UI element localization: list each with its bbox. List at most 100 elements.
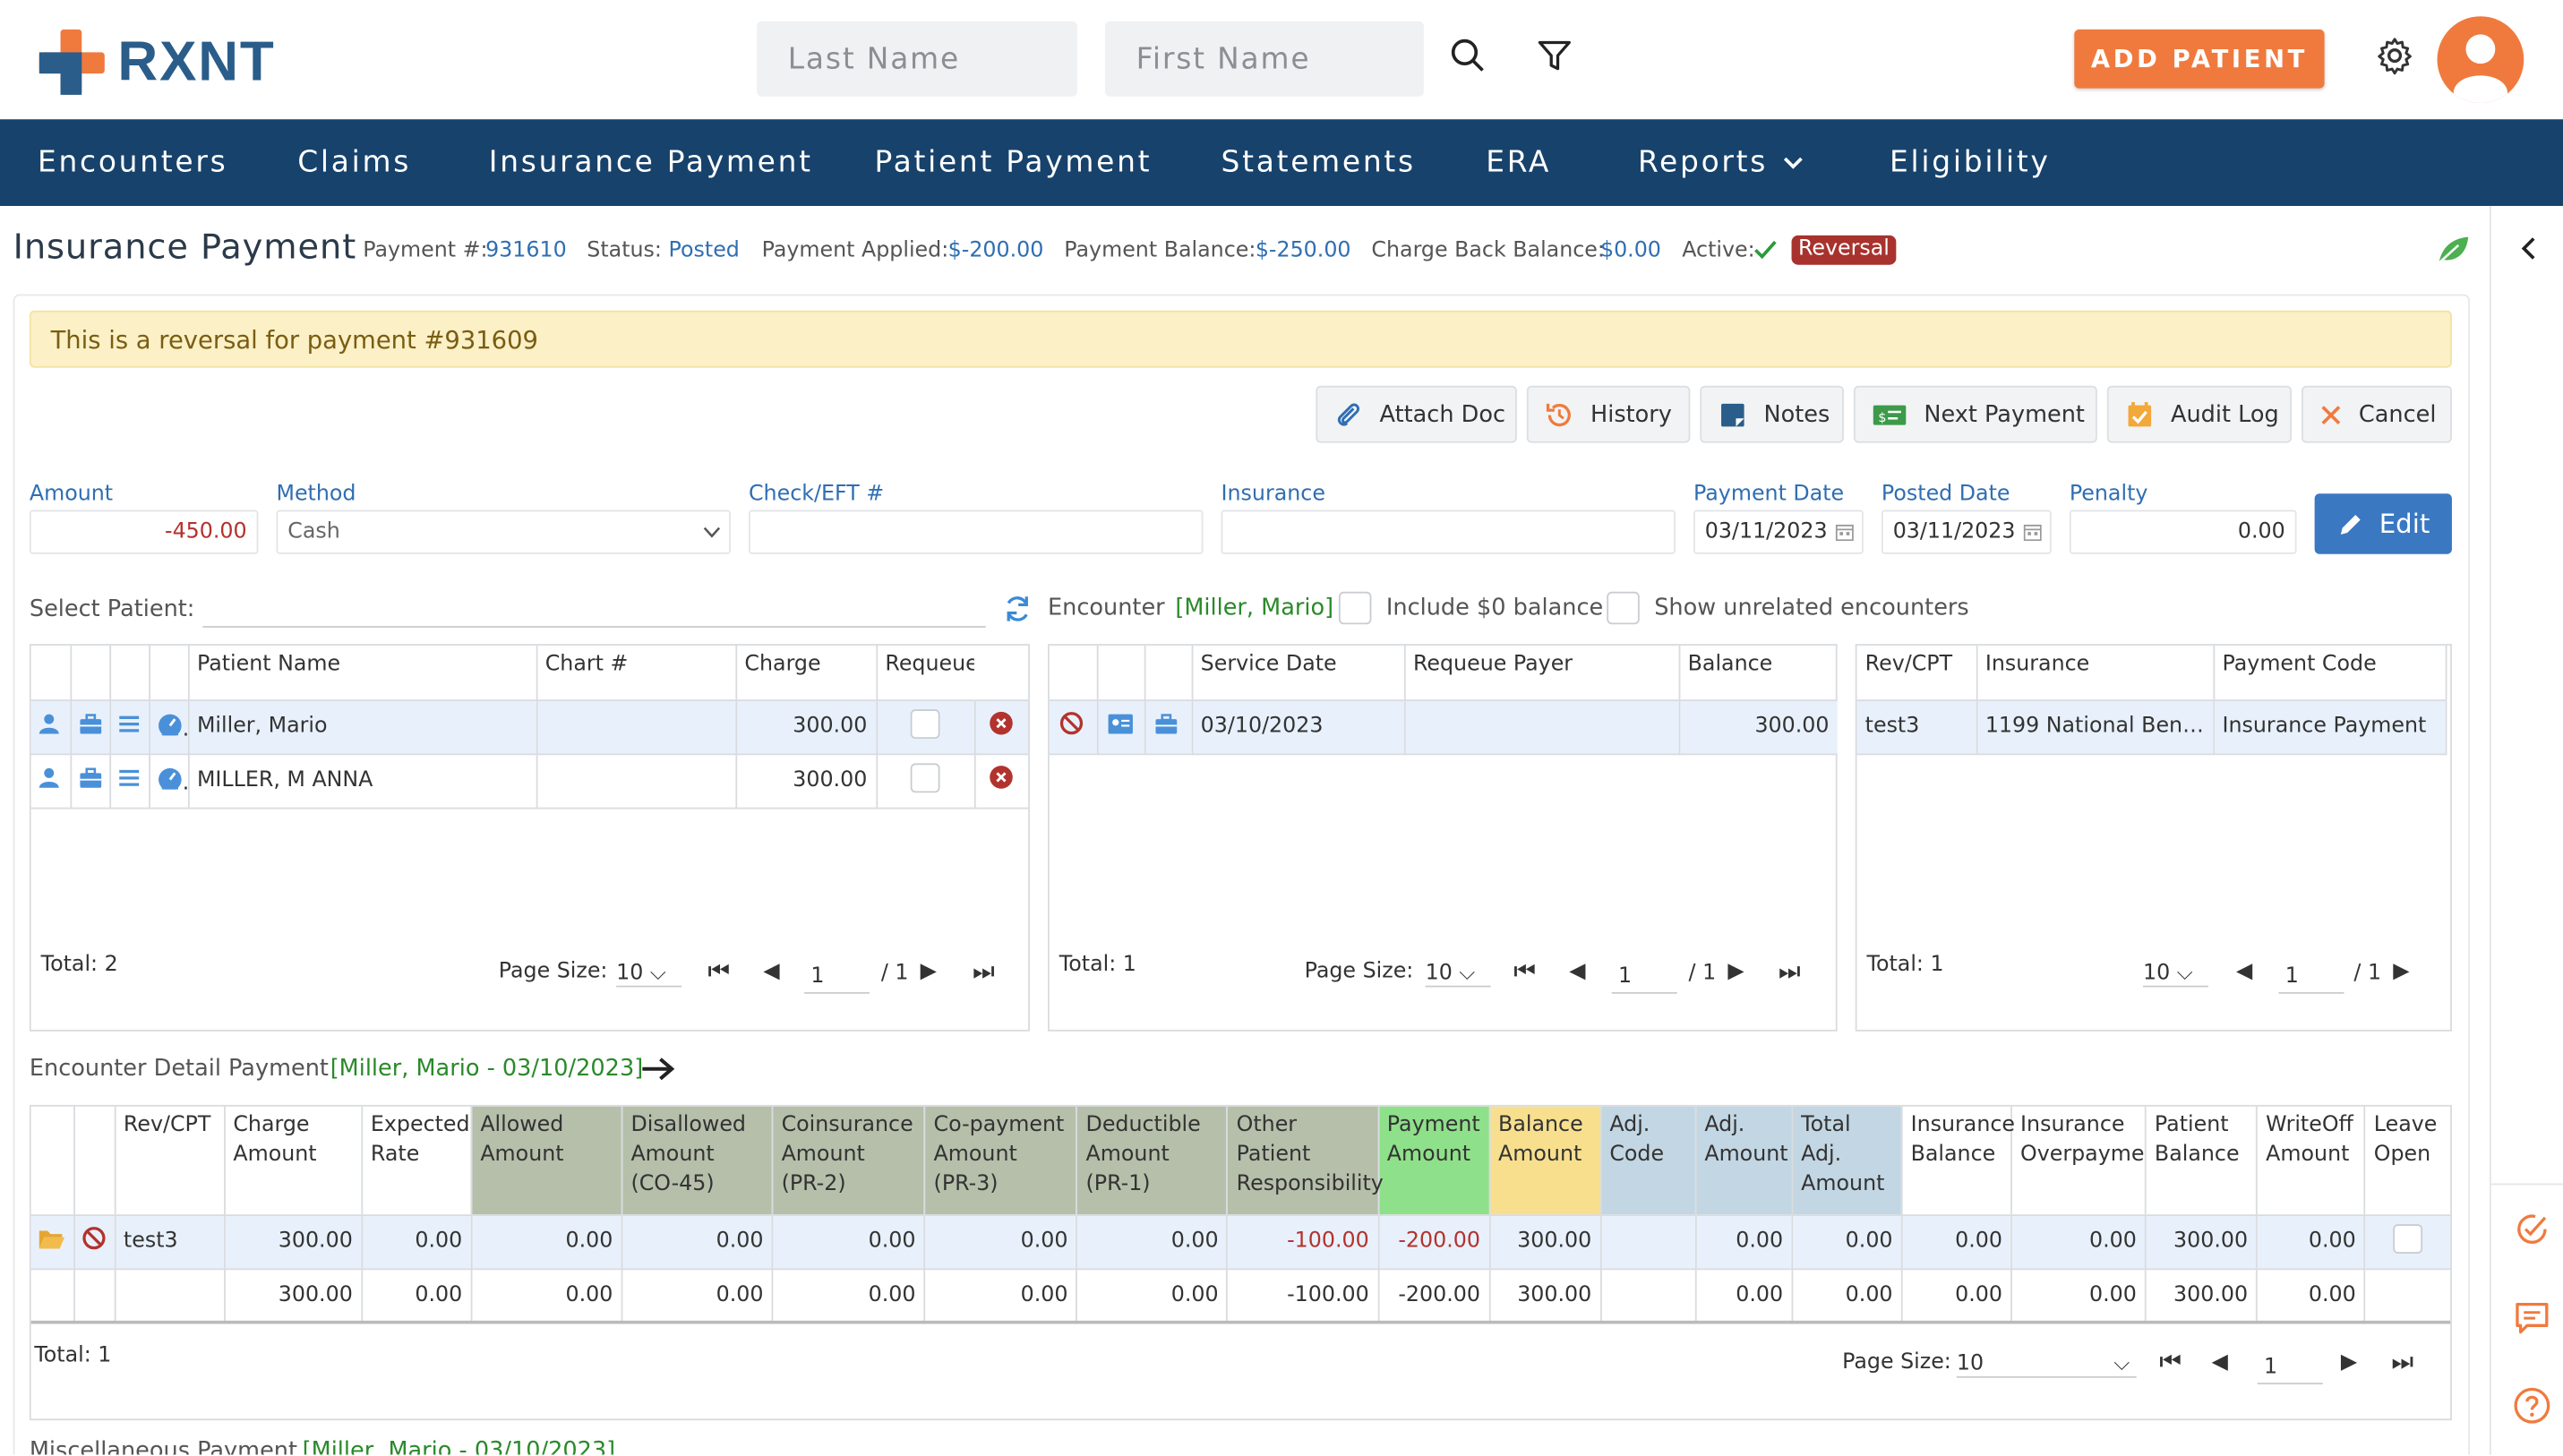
- prev-page-icon[interactable]: ◀: [2236, 959, 2253, 984]
- next-page-icon[interactable]: ▶: [2340, 1349, 2358, 1375]
- reports-chevron-down-icon[interactable]: [1782, 152, 1805, 176]
- detail-page-size-select[interactable]: 10 ⌵: [1956, 1352, 2137, 1378]
- add-patient-button[interactable]: ADD PATIENT: [2074, 29, 2325, 89]
- table-row[interactable]: 03/10/2023 300.00: [1049, 699, 1838, 755]
- include-zero-checkbox[interactable]: [1338, 591, 1372, 625]
- insurance-input[interactable]: [1221, 510, 1676, 554]
- leave-open-checkbox[interactable]: [2393, 1223, 2423, 1254]
- col-charge[interactable]: Charge: [735, 645, 878, 701]
- last-page-icon[interactable]: ⏭: [1778, 955, 1801, 986]
- settings-gear-icon[interactable]: [2375, 36, 2414, 75]
- show-unrelated-checkbox[interactable]: [1607, 591, 1640, 625]
- search-icon[interactable]: [1450, 38, 1486, 73]
- col-requeue-payer[interactable]: Requeue Payer: [1403, 645, 1680, 701]
- dashboard-gauge-icon[interactable]: [156, 766, 182, 791]
- person-icon[interactable]: [38, 712, 61, 735]
- filter-icon[interactable]: [1537, 38, 1573, 73]
- remove-x-circle-icon[interactable]: [988, 765, 1012, 789]
- list-icon[interactable]: [117, 766, 141, 789]
- prev-page-icon[interactable]: ◀: [763, 959, 780, 984]
- nav-statements[interactable]: Statements: [1221, 145, 1416, 180]
- col-patient-balance[interactable]: Patient Balance: [2145, 1106, 2259, 1216]
- block-icon[interactable]: [1059, 711, 1084, 735]
- dashboard-gauge-icon[interactable]: [156, 712, 182, 737]
- detail-other-patient-responsibility[interactable]: -100.00: [1227, 1214, 1379, 1270]
- patients-page-input[interactable]: 1: [804, 961, 870, 994]
- first-page-icon[interactable]: ⏮: [707, 955, 731, 986]
- notes-button[interactable]: Notes: [1700, 385, 1844, 443]
- col-disallowed-amount[interactable]: Disallowed Amount (CO-45): [621, 1106, 774, 1216]
- col-adj-amount[interactable]: Adj. Amount: [1695, 1106, 1794, 1216]
- briefcase-icon[interactable]: [1153, 712, 1178, 735]
- nav-claims[interactable]: Claims: [297, 145, 412, 180]
- revcpt-page-input[interactable]: 1: [2278, 961, 2344, 994]
- folder-open-icon[interactable]: [38, 1227, 65, 1250]
- col-leave-open[interactable]: Leave Open: [2364, 1106, 2451, 1216]
- briefcase-icon[interactable]: [78, 766, 102, 789]
- detail-copayment-amount[interactable]: 0.00: [924, 1214, 1078, 1270]
- col-charge-amount[interactable]: Charge Amount: [224, 1106, 363, 1216]
- list-icon[interactable]: [117, 712, 141, 735]
- refresh-icon[interactable]: [1002, 594, 1033, 625]
- col-balance-amount[interactable]: Balance Amount: [1489, 1106, 1602, 1216]
- cancel-button[interactable]: Cancel: [2302, 385, 2452, 443]
- detail-allowed-amount[interactable]: 0.00: [471, 1214, 623, 1270]
- nav-eligibility[interactable]: Eligibility: [1890, 145, 2051, 180]
- id-card-icon[interactable]: [1106, 712, 1134, 735]
- last-page-icon[interactable]: ⏭: [2391, 1347, 2414, 1376]
- col-insurance[interactable]: Insurance: [1976, 645, 2215, 701]
- col-other-patient-responsibility[interactable]: Other Patient Responsibility: [1227, 1106, 1384, 1216]
- briefcase-icon[interactable]: [78, 712, 102, 735]
- block-icon[interactable]: [81, 1226, 105, 1250]
- nav-patient-payment[interactable]: Patient Payment: [874, 145, 1153, 180]
- table-row[interactable]: Miller, Mario 300.00: [30, 699, 1029, 755]
- detail-disallowed-amount[interactable]: 0.00: [621, 1214, 774, 1270]
- detail-payment-amount[interactable]: -200.00: [1377, 1214, 1490, 1270]
- col-patient-name[interactable]: Patient Name: [187, 645, 537, 701]
- person-icon[interactable]: [38, 766, 61, 789]
- col-balance[interactable]: Balance: [1678, 645, 1838, 701]
- col-total-adj-amount[interactable]: Total Adj. Amount: [1792, 1106, 1903, 1216]
- method-select[interactable]: Cash: [276, 510, 731, 554]
- col-payment-code[interactable]: Payment Code: [2213, 645, 2447, 701]
- penalty-input[interactable]: 0.00: [2069, 510, 2297, 554]
- nav-encounters[interactable]: Encounters: [37, 145, 228, 180]
- nav-era[interactable]: ERA: [1486, 145, 1552, 180]
- col-allowed-amount[interactable]: Allowed Amount: [471, 1106, 623, 1216]
- payment-date-calendar-icon[interactable]: [1835, 523, 1854, 542]
- detail-adj-code[interactable]: [1600, 1214, 1697, 1270]
- rxnt-logo[interactable]: RXNT: [39, 26, 285, 98]
- next-page-icon[interactable]: ▶: [2393, 959, 2410, 984]
- next-page-icon[interactable]: ▶: [1727, 959, 1744, 984]
- detail-page-input[interactable]: 1: [2257, 1352, 2323, 1385]
- remove-x-circle-icon[interactable]: [988, 711, 1012, 735]
- nav-insurance-payment[interactable]: Insurance Payment: [488, 145, 813, 180]
- audit-log-button[interactable]: Audit Log: [2106, 385, 2293, 443]
- check-eft-input[interactable]: [748, 510, 1204, 554]
- revcpt-page-size-select[interactable]: 10 ⌵: [2142, 961, 2208, 988]
- requeue-checkbox[interactable]: [910, 762, 940, 792]
- table-row[interactable]: test3 300.00 0.00 0.00 0.00 0.00 0.00 0.…: [30, 1214, 2451, 1270]
- tasks-check-icon[interactable]: [2512, 1210, 2551, 1249]
- detail-coinsurance-amount[interactable]: 0.00: [772, 1214, 926, 1270]
- table-row[interactable]: test3 1199 National Bene... Insurance Pa…: [1856, 699, 2447, 755]
- col-requeue[interactable]: Requeue: [876, 645, 974, 701]
- detail-deductible-amount[interactable]: 0.00: [1076, 1214, 1229, 1270]
- chat-icon[interactable]: [2512, 1298, 2551, 1337]
- col-payment-amount[interactable]: Payment Amount: [1377, 1106, 1490, 1216]
- detail-adj-amount[interactable]: 0.00: [1695, 1214, 1794, 1270]
- col-chart[interactable]: Chart #: [536, 645, 737, 701]
- select-patient-input[interactable]: [202, 626, 986, 628]
- col-writeoff-amount[interactable]: WriteOff Amount: [2257, 1106, 2366, 1216]
- history-button[interactable]: History: [1526, 385, 1691, 443]
- prev-page-icon[interactable]: ◀: [2211, 1349, 2228, 1375]
- nav-reports[interactable]: Reports: [1637, 145, 1769, 180]
- col-service-date[interactable]: Service Date: [1191, 645, 1405, 701]
- collapse-chevron-left-icon[interactable]: [2517, 236, 2541, 261]
- col-rev-cpt[interactable]: Rev/CPT: [1856, 645, 1977, 701]
- requeue-checkbox[interactable]: [910, 708, 940, 739]
- payment-date-input[interactable]: 03/11/2023: [1693, 510, 1864, 554]
- last-name-input[interactable]: Last Name: [757, 21, 1077, 97]
- first-page-icon[interactable]: ⏮: [2159, 1347, 2182, 1376]
- edit-button[interactable]: Edit: [2314, 493, 2452, 554]
